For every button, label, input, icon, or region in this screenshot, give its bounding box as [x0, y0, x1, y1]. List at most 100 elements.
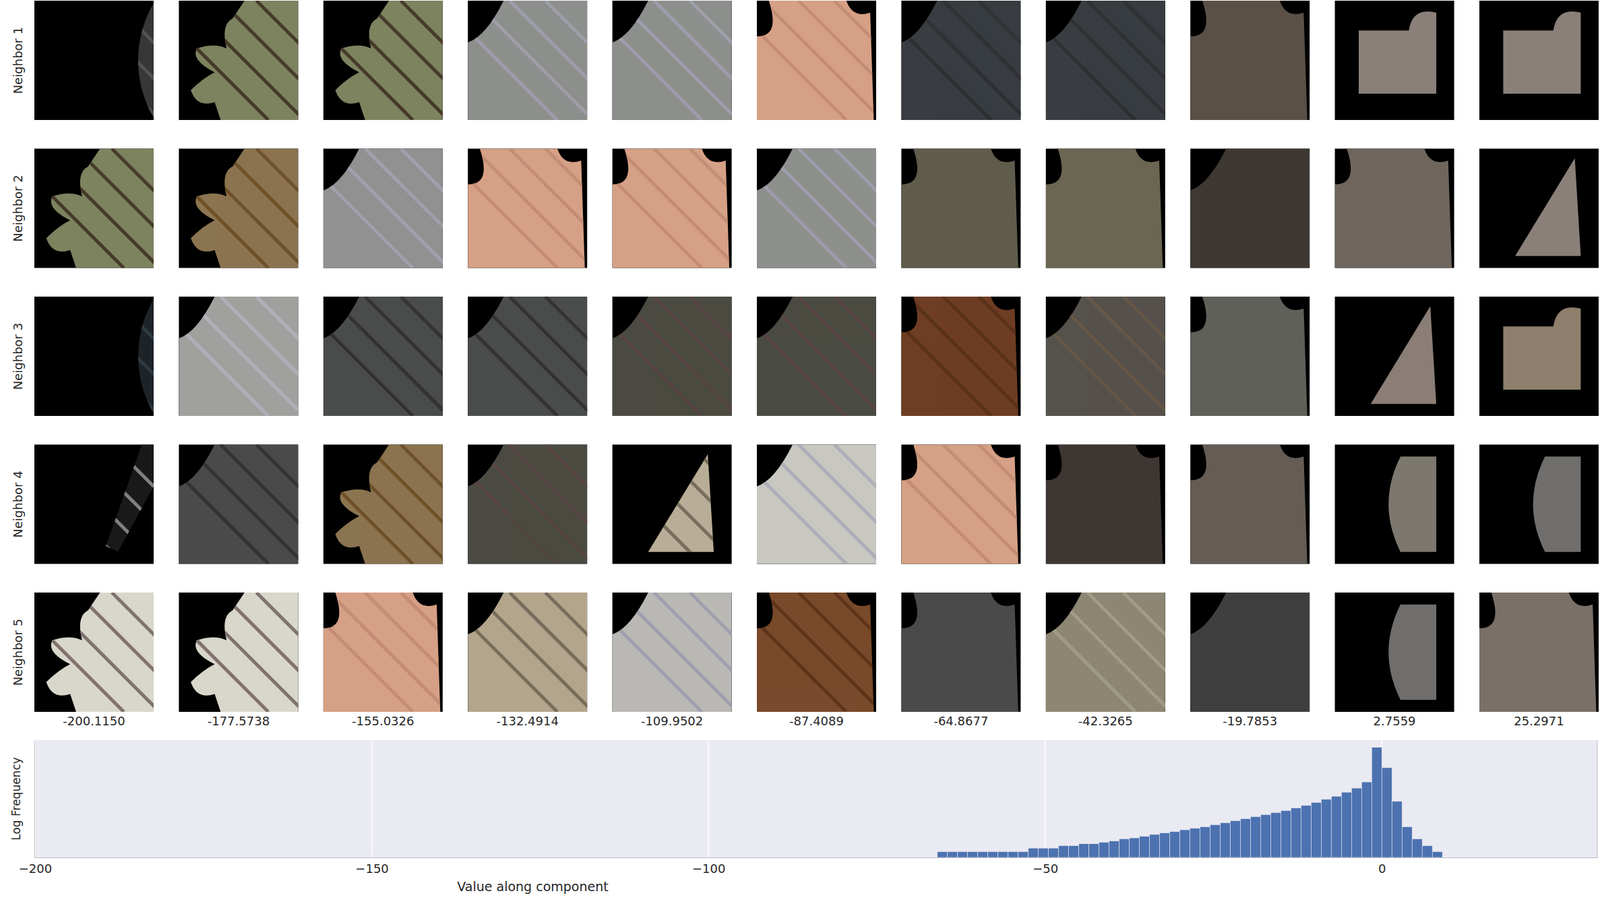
histogram-bar — [1018, 851, 1029, 858]
patch-stripe — [582, 148, 702, 269]
column-label: -109.9502 — [640, 713, 703, 728]
patch-stripe — [582, 592, 702, 712]
patch-stripe — [871, 296, 991, 416]
patch-stripe — [727, 0, 847, 120]
patch-stripe — [509, 0, 629, 120]
patch-stripe — [654, 444, 774, 565]
patch-stripe — [727, 444, 847, 565]
histogram-bar — [967, 851, 978, 858]
bars — [937, 747, 1443, 858]
patch-fill — [1335, 444, 1455, 565]
patch-stripe — [618, 0, 738, 120]
patch-background — [1190, 148, 1310, 269]
grid-line — [707, 740, 710, 858]
histogram-bar — [1079, 843, 1090, 858]
grid-line — [1044, 740, 1046, 858]
histogram-bar — [1280, 810, 1291, 858]
patch-stripe — [184, 592, 304, 712]
patch — [1479, 0, 1599, 120]
patch-stripe — [1087, 0, 1208, 120]
patch — [901, 592, 1021, 712]
patch-stripe — [1052, 592, 1172, 712]
patch — [1479, 444, 1599, 565]
patch-fill — [901, 148, 1021, 269]
patch-stripe — [40, 444, 160, 565]
figure: Neighbor 1Neighbor 2Neighbor 3Neighbor 4… — [0, 0, 1600, 906]
histogram-bar — [1170, 831, 1181, 858]
plot-frame — [1597, 740, 1598, 858]
patch — [1479, 592, 1599, 712]
patch-stripe — [582, 296, 702, 416]
patch-stripe — [40, 296, 160, 416]
patch-stripe — [40, 148, 160, 269]
patch-stripe — [654, 0, 774, 120]
y-axis-title: Log Frequency — [9, 756, 23, 841]
patch-stripe — [329, 148, 449, 269]
histogram-bar — [1200, 826, 1211, 858]
patch-stripe — [220, 444, 340, 565]
patch-stripe — [220, 592, 340, 712]
x-tick-label: −100 — [692, 861, 726, 876]
patch-stripe — [40, 592, 160, 712]
histogram-bar — [1401, 826, 1412, 858]
histogram-bar — [998, 851, 1009, 858]
histogram-bar — [1371, 747, 1382, 858]
column-label: 25.2971 — [1513, 713, 1564, 728]
patch-stripe — [1016, 0, 1136, 120]
histogram-bar — [1008, 851, 1019, 858]
patch-content — [1479, 444, 1599, 565]
patch-content — [1335, 592, 1455, 712]
histogram-bar — [1109, 840, 1120, 858]
histogram-bar — [1038, 847, 1049, 858]
patch-background — [1335, 296, 1455, 416]
row-label: Neighbor 1 — [10, 26, 25, 94]
patch-stripe — [1016, 592, 1136, 712]
x-tick-label: −150 — [355, 861, 389, 876]
y-axis — [34, 740, 36, 858]
patch — [1335, 592, 1455, 712]
histogram-bar — [1229, 820, 1241, 858]
patch-fill — [1479, 0, 1599, 120]
patch-stripe — [220, 148, 340, 269]
x-tick: 0 — [1378, 857, 1386, 876]
histogram-bar — [957, 851, 968, 858]
patch-stripe — [798, 592, 918, 712]
patch-stripe — [942, 444, 1063, 565]
patch — [1190, 148, 1310, 269]
histogram-bar — [1089, 843, 1100, 858]
x-tick-label: −200 — [18, 861, 52, 876]
histogram-bar — [977, 851, 989, 858]
histogram-bar — [1361, 781, 1372, 858]
patch-stripe — [582, 444, 702, 565]
column-label: -87.4089 — [789, 713, 844, 728]
patch-stripe — [727, 592, 847, 712]
patch-stripe — [509, 592, 629, 712]
patch-stripe — [762, 296, 883, 416]
patch-content — [1190, 444, 1310, 565]
patch-background — [901, 148, 1021, 269]
histogram-bar — [1442, 857, 1453, 858]
histogram-bar — [1250, 816, 1261, 858]
column-label: -19.7853 — [1222, 713, 1278, 728]
patch-fill — [1190, 592, 1310, 712]
patch-content — [1479, 0, 1599, 120]
column-label: -132.4914 — [496, 713, 559, 728]
patch-stripe — [727, 296, 847, 416]
histogram-bar — [917, 857, 928, 858]
patch-stripe — [654, 296, 774, 416]
patch-content — [901, 592, 1021, 712]
patch-background — [1479, 0, 1599, 120]
histogram-bar — [907, 857, 918, 858]
patch-fill — [1479, 296, 1599, 416]
histogram-bar — [1180, 829, 1191, 858]
patch-background — [1335, 444, 1455, 565]
histogram-bar — [1209, 824, 1220, 858]
patch — [901, 148, 1021, 269]
x-axis: −200−150−100−500 — [18, 857, 1598, 876]
patch-stripe — [293, 148, 414, 269]
patch-background — [1479, 148, 1599, 269]
patch-stripe — [762, 0, 883, 120]
grid-line — [34, 740, 36, 858]
patch-stripe — [618, 592, 738, 712]
patch-background — [1045, 148, 1166, 269]
